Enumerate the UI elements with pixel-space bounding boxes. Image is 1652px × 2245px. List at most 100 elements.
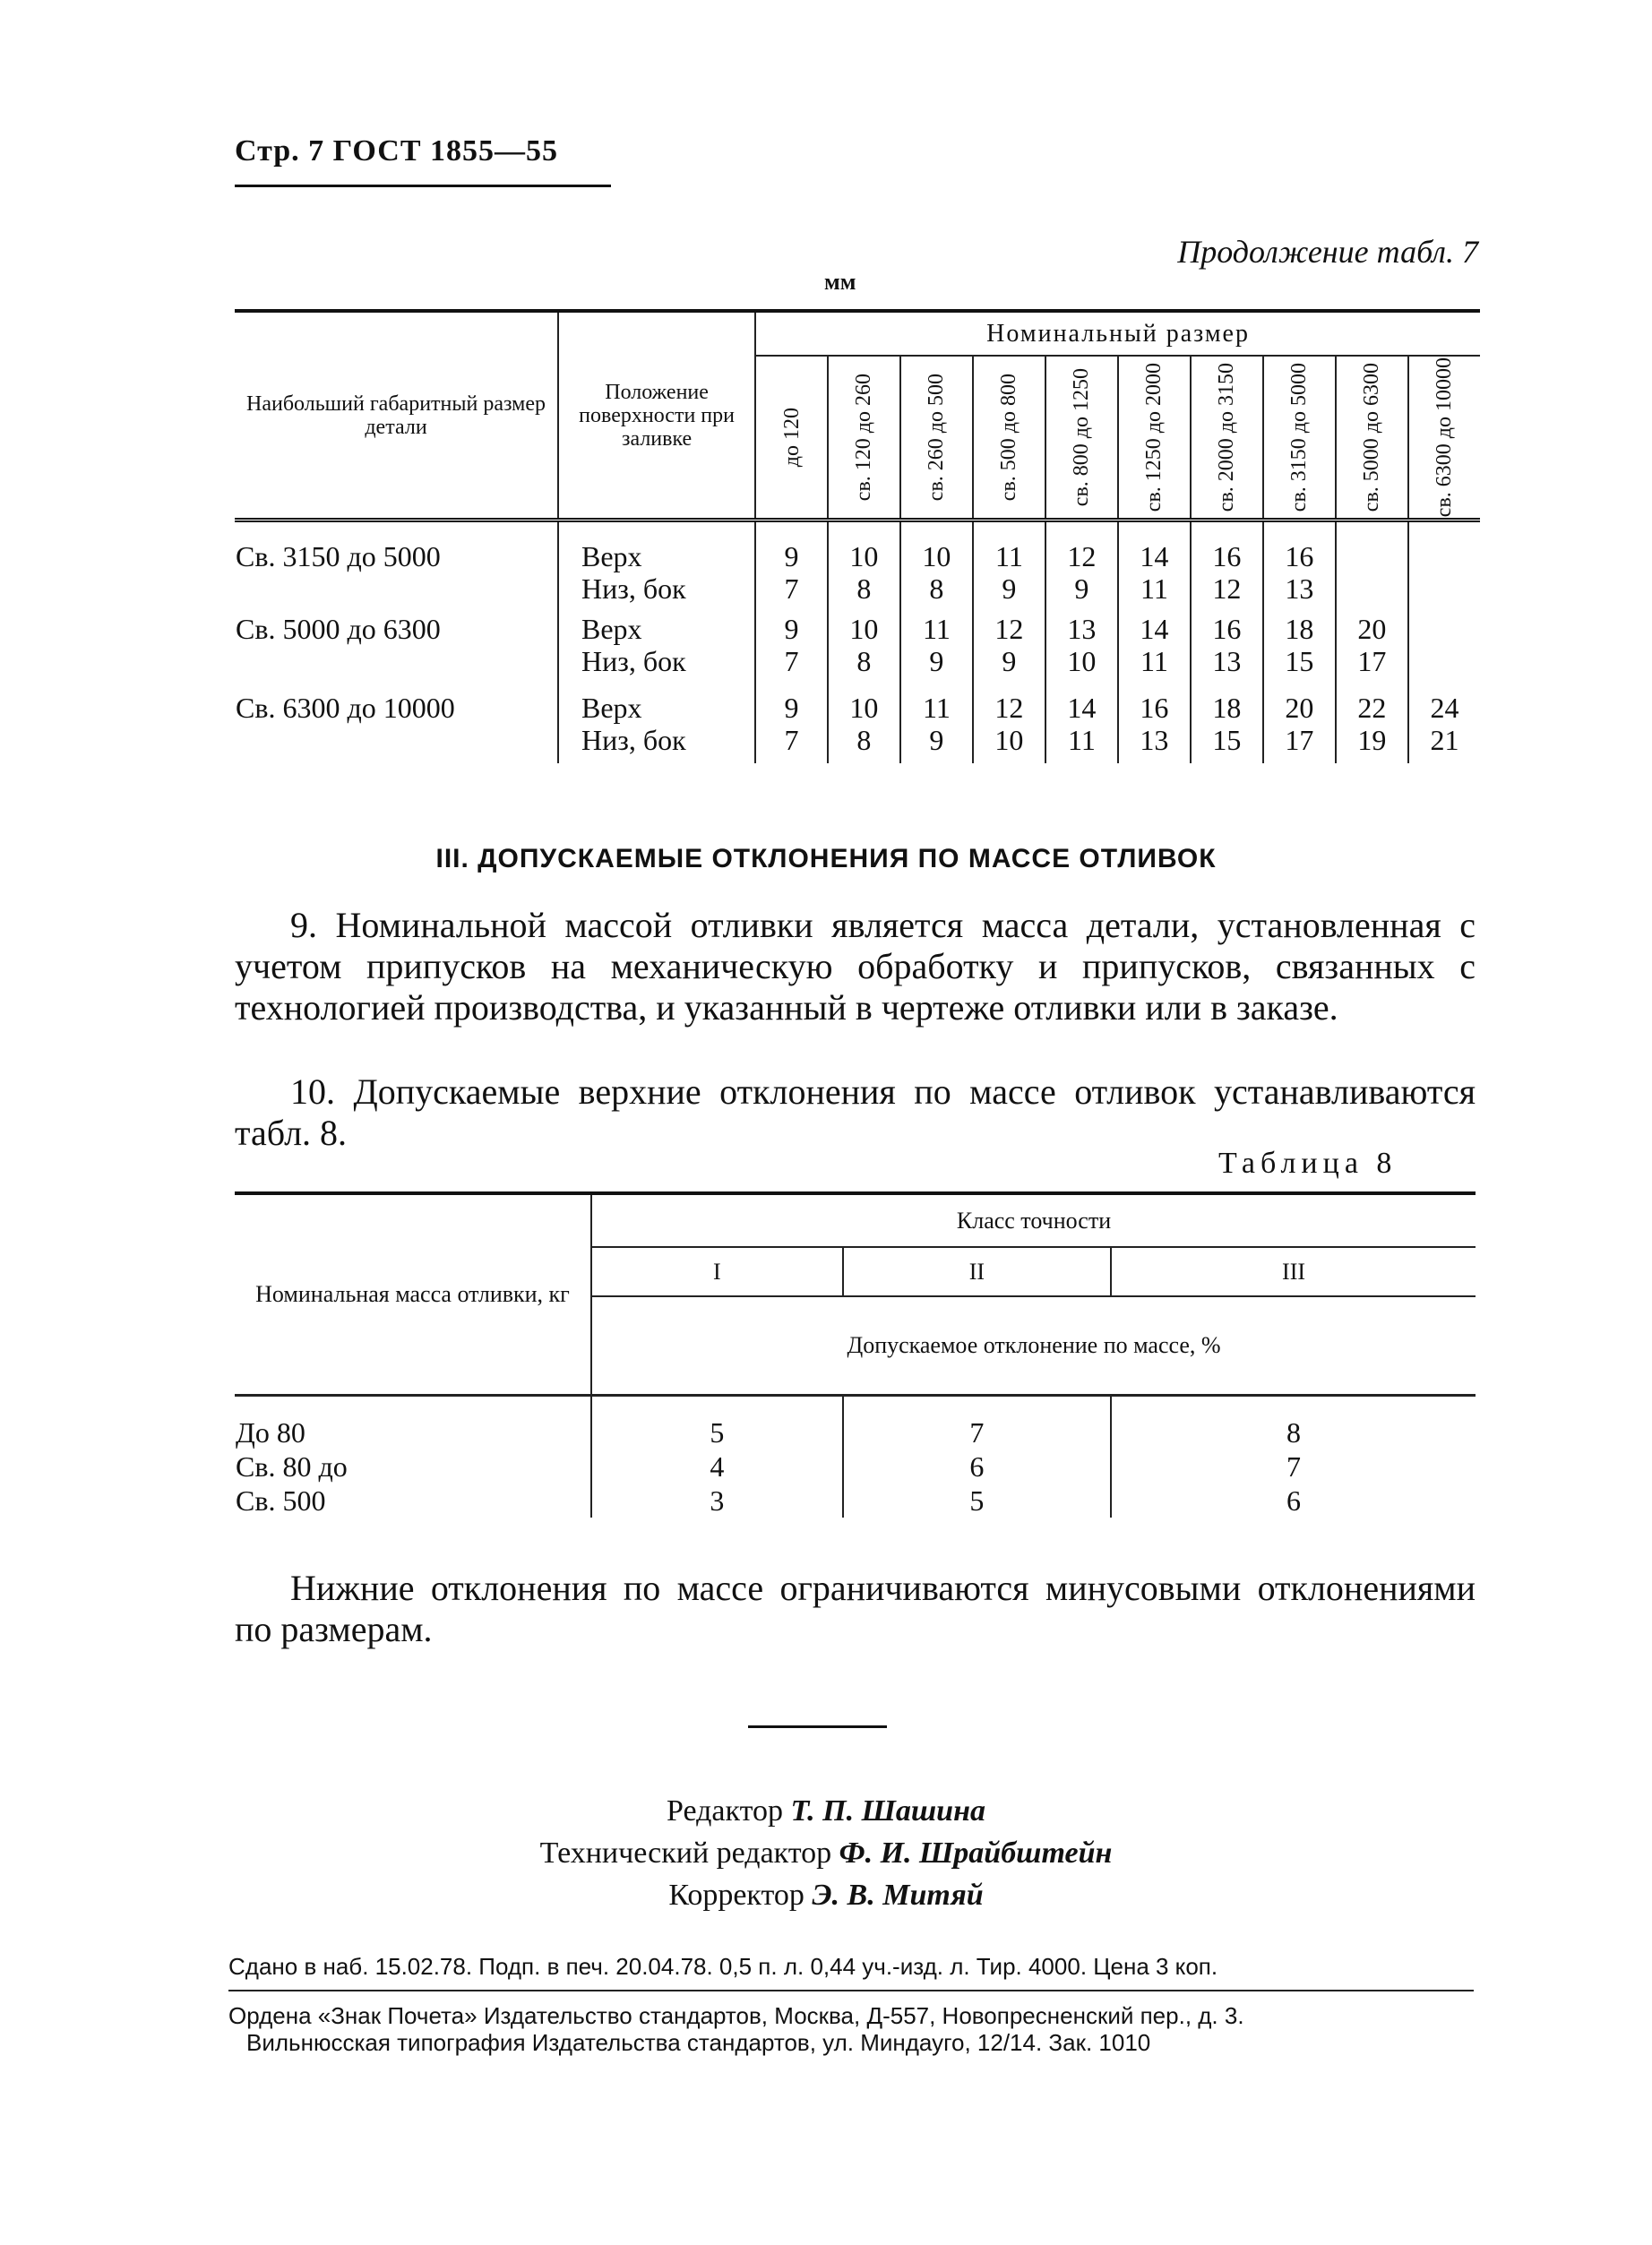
credit-name: Ф. И. Шрайбштейн: [839, 1836, 1113, 1870]
value-top: 20: [1285, 692, 1314, 725]
size-column-label: св. 6300 до 10000: [1433, 357, 1457, 518]
col-header-mass: Номинальная масса отливки, кг: [235, 1193, 591, 1397]
position-top: Верх: [581, 692, 642, 725]
credit-role: Корректор: [668, 1879, 804, 1912]
value-top: 9: [784, 613, 799, 646]
value-bottom: [1410, 572, 1479, 605]
value-cell: 11 9: [971, 520, 1045, 606]
section-title: III. ДОПУСКАЕМЫЕ ОТКЛОНЕНИЯ ПО МАССЕ ОТЛ…: [435, 844, 1217, 873]
value-cell: 14 11: [1116, 520, 1191, 606]
value-top: 10: [849, 613, 879, 646]
table-8-title: Таблица 8: [1218, 1147, 1398, 1180]
value-top: 13: [1067, 613, 1097, 646]
table-row: Св. 3150 до 5000 Верх Низ, бок 9 7 10 8 10 8 11 9 1…: [235, 520, 1480, 606]
value-bottom: 8: [856, 645, 872, 678]
row-range: Св. 6300 до 10000: [236, 692, 455, 725]
value-cell: 10 8: [899, 520, 973, 606]
value-cell: 5: [841, 1483, 1112, 1518]
value-bottom: 13: [1140, 724, 1169, 757]
value-bottom: 9: [1002, 645, 1017, 678]
value-bottom: 8: [856, 724, 872, 757]
size-column-label: св. 2000 до 3150: [1215, 363, 1239, 512]
value-top: 9: [784, 540, 799, 573]
size-column-label: св. 1250 до 2000: [1142, 363, 1166, 512]
value-top: 14: [1067, 692, 1097, 725]
value-cell: 12 9: [1044, 520, 1118, 606]
value-cell: 10 8: [826, 684, 900, 764]
value-bottom: 7: [784, 572, 799, 606]
value-bottom: 9: [1002, 572, 1017, 606]
col-header-max-size: Наибольший габаритный размер детали: [246, 391, 546, 439]
value-cell: 7: [841, 1395, 1112, 1449]
value-top: [1410, 540, 1479, 572]
row-mass: Св. 500: [236, 1484, 326, 1517]
credit-name: Э. В. Митяй: [812, 1879, 984, 1912]
value-top: [1410, 613, 1479, 645]
value-cell: 5: [590, 1395, 843, 1449]
value-cell: [1407, 606, 1480, 685]
table-row: До 80 5 7 8: [235, 1395, 1476, 1449]
unit-label: мм: [824, 269, 856, 295]
value-cell: 18 15: [1261, 606, 1336, 685]
size-column-header: св. 500 до 800: [971, 356, 1045, 520]
value-bottom: 11: [1140, 572, 1168, 606]
col-header-nominal-size: Номинальный размер: [754, 311, 1480, 357]
size-column-header: св. 800 до 1250: [1044, 356, 1118, 520]
header-rule: [235, 185, 611, 187]
value-top: 11: [995, 540, 1023, 573]
value-cell: 14 11: [1044, 684, 1118, 764]
value-bottom: 15: [1285, 645, 1314, 678]
value-top: 10: [849, 540, 879, 573]
value-top: 9: [784, 692, 799, 725]
value-cell: 13 10: [1044, 606, 1118, 685]
value-bottom: 13: [1285, 572, 1314, 606]
value-cell: [1407, 520, 1480, 606]
value-bottom: 7: [784, 724, 799, 757]
table-8: Номинальная масса отливки, кг Класс точн…: [235, 1191, 1476, 1518]
value-bottom: 12: [1212, 572, 1242, 606]
value-bottom: 11: [1068, 724, 1096, 757]
value-bottom: 10: [1067, 645, 1097, 678]
value-bottom: 8: [856, 572, 872, 606]
value-bottom: 8: [929, 572, 944, 606]
value-top: [1338, 540, 1407, 572]
credit-editor: Редактор Т. П. Шашина: [0, 1794, 1652, 1828]
class-i: I: [590, 1247, 843, 1296]
value-top: 16: [1285, 540, 1314, 573]
size-column-header: св. 120 до 260: [826, 356, 900, 520]
row-range: Св. 3150 до 5000: [236, 540, 441, 573]
col-header-position: Положение поверхности при заливке: [556, 311, 756, 520]
page-header: Стр. 7 ГОСТ 1855—55: [235, 134, 559, 168]
value-top: 18: [1212, 692, 1242, 725]
value-top: 12: [994, 692, 1024, 725]
credit-corrector: Корректор Э. В. Митяй: [0, 1879, 1652, 1913]
position-bottom: Низ, бок: [581, 724, 686, 757]
size-column-header: св. 3150 до 5000: [1261, 356, 1336, 520]
value-cell: 8: [1110, 1395, 1476, 1449]
size-column-header: св. 6300 до 10000: [1407, 356, 1480, 520]
value-cell: 7: [1110, 1449, 1476, 1484]
size-column-header: св. 1250 до 2000: [1116, 356, 1191, 520]
value-cell: 6: [1110, 1483, 1476, 1518]
class-iii: III: [1110, 1247, 1476, 1296]
value-bottom: 9: [929, 645, 944, 678]
position-top: Верх: [581, 540, 642, 573]
value-bottom: 17: [1357, 645, 1387, 678]
size-column-label: до 120: [779, 407, 804, 468]
table-continuation-label: Продолжение табл. 7: [1177, 234, 1478, 270]
value-cell: 10 8: [826, 520, 900, 606]
value-bottom: 7: [784, 645, 799, 678]
end-rule: [748, 1725, 887, 1728]
value-cell: 10 8: [826, 606, 900, 685]
imprint-line-1: Сдано в наб. 15.02.78. Подп. в печ. 20.0…: [228, 1953, 1474, 1991]
value-bottom: 13: [1212, 645, 1242, 678]
size-column-header: св. 2000 до 3150: [1189, 356, 1263, 520]
value-top: 10: [849, 692, 879, 725]
col-header-accuracy-class: Класс точности: [590, 1193, 1476, 1248]
table-row: Св. 80 до 4 6 7: [235, 1449, 1476, 1484]
value-top: 12: [1067, 540, 1097, 573]
value-cell: 22 19: [1334, 684, 1408, 764]
value-top: 16: [1212, 540, 1242, 573]
